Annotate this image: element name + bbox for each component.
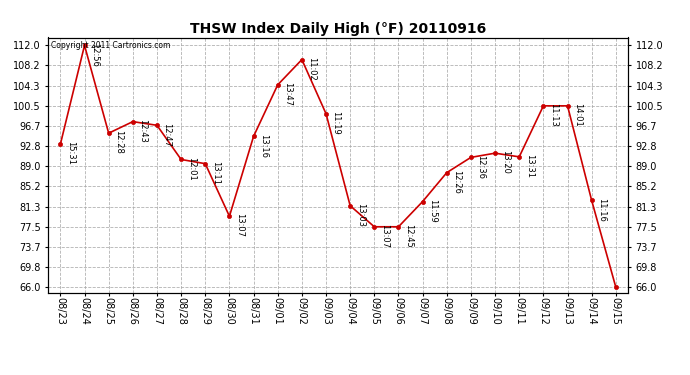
Text: 12:45: 12:45 xyxy=(404,224,413,248)
Title: THSW Index Daily High (°F) 20110916: THSW Index Daily High (°F) 20110916 xyxy=(190,22,486,36)
Text: 13:31: 13:31 xyxy=(525,154,534,178)
Text: 13:07: 13:07 xyxy=(235,213,244,237)
Text: 12:47: 12:47 xyxy=(163,123,172,146)
Text: 11:19: 11:19 xyxy=(332,111,341,135)
Text: 11:59: 11:59 xyxy=(428,199,437,222)
Text: 12:26: 12:26 xyxy=(453,170,462,194)
Text: 13:47: 13:47 xyxy=(284,82,293,106)
Text: 14:01: 14:01 xyxy=(573,103,582,127)
Text: 13:07: 13:07 xyxy=(380,224,389,248)
Text: 12:28: 12:28 xyxy=(115,130,124,154)
Text: 13:11: 13:11 xyxy=(211,161,220,185)
Text: 13:16: 13:16 xyxy=(259,134,268,158)
Text: 11:13: 11:13 xyxy=(549,103,558,127)
Text: 15:31: 15:31 xyxy=(66,141,75,165)
Text: 13:20: 13:20 xyxy=(501,150,510,174)
Text: 12:01: 12:01 xyxy=(187,157,196,180)
Text: 13:03: 13:03 xyxy=(356,203,365,227)
Text: 11:16: 11:16 xyxy=(598,198,607,222)
Text: 12:43: 12:43 xyxy=(139,119,148,143)
Text: Copyright 2011 Cartronics.com: Copyright 2011 Cartronics.com xyxy=(51,41,170,50)
Text: 12:36: 12:36 xyxy=(477,154,486,178)
Text: 12:56: 12:56 xyxy=(90,43,99,66)
Text: 11:02: 11:02 xyxy=(308,57,317,81)
